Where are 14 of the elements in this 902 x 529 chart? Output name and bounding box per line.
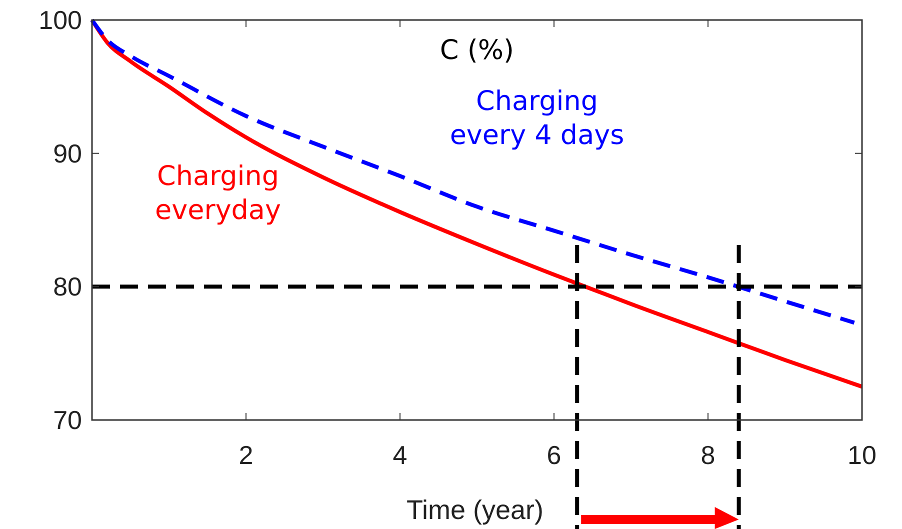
x-tick-label: 6 bbox=[546, 440, 562, 470]
x-tick-label: 4 bbox=[392, 440, 408, 470]
y-tick-label: 80 bbox=[53, 272, 82, 302]
x-tick-label: 2 bbox=[238, 440, 254, 470]
y-tick-label: 90 bbox=[53, 138, 82, 168]
x-axis-title: Time (year) bbox=[406, 495, 544, 525]
line-series bbox=[90, 18, 856, 325]
series-label: Charging every 4 days bbox=[450, 86, 624, 151]
series-label: Charging everyday bbox=[155, 161, 281, 226]
y-tick-label: 100 bbox=[38, 5, 82, 35]
x-tick-label: 10 bbox=[848, 440, 876, 470]
y-axis-title: C (%) bbox=[440, 35, 514, 66]
y-tick-label: 70 bbox=[53, 405, 82, 435]
x-tick-label: 8 bbox=[700, 440, 716, 470]
